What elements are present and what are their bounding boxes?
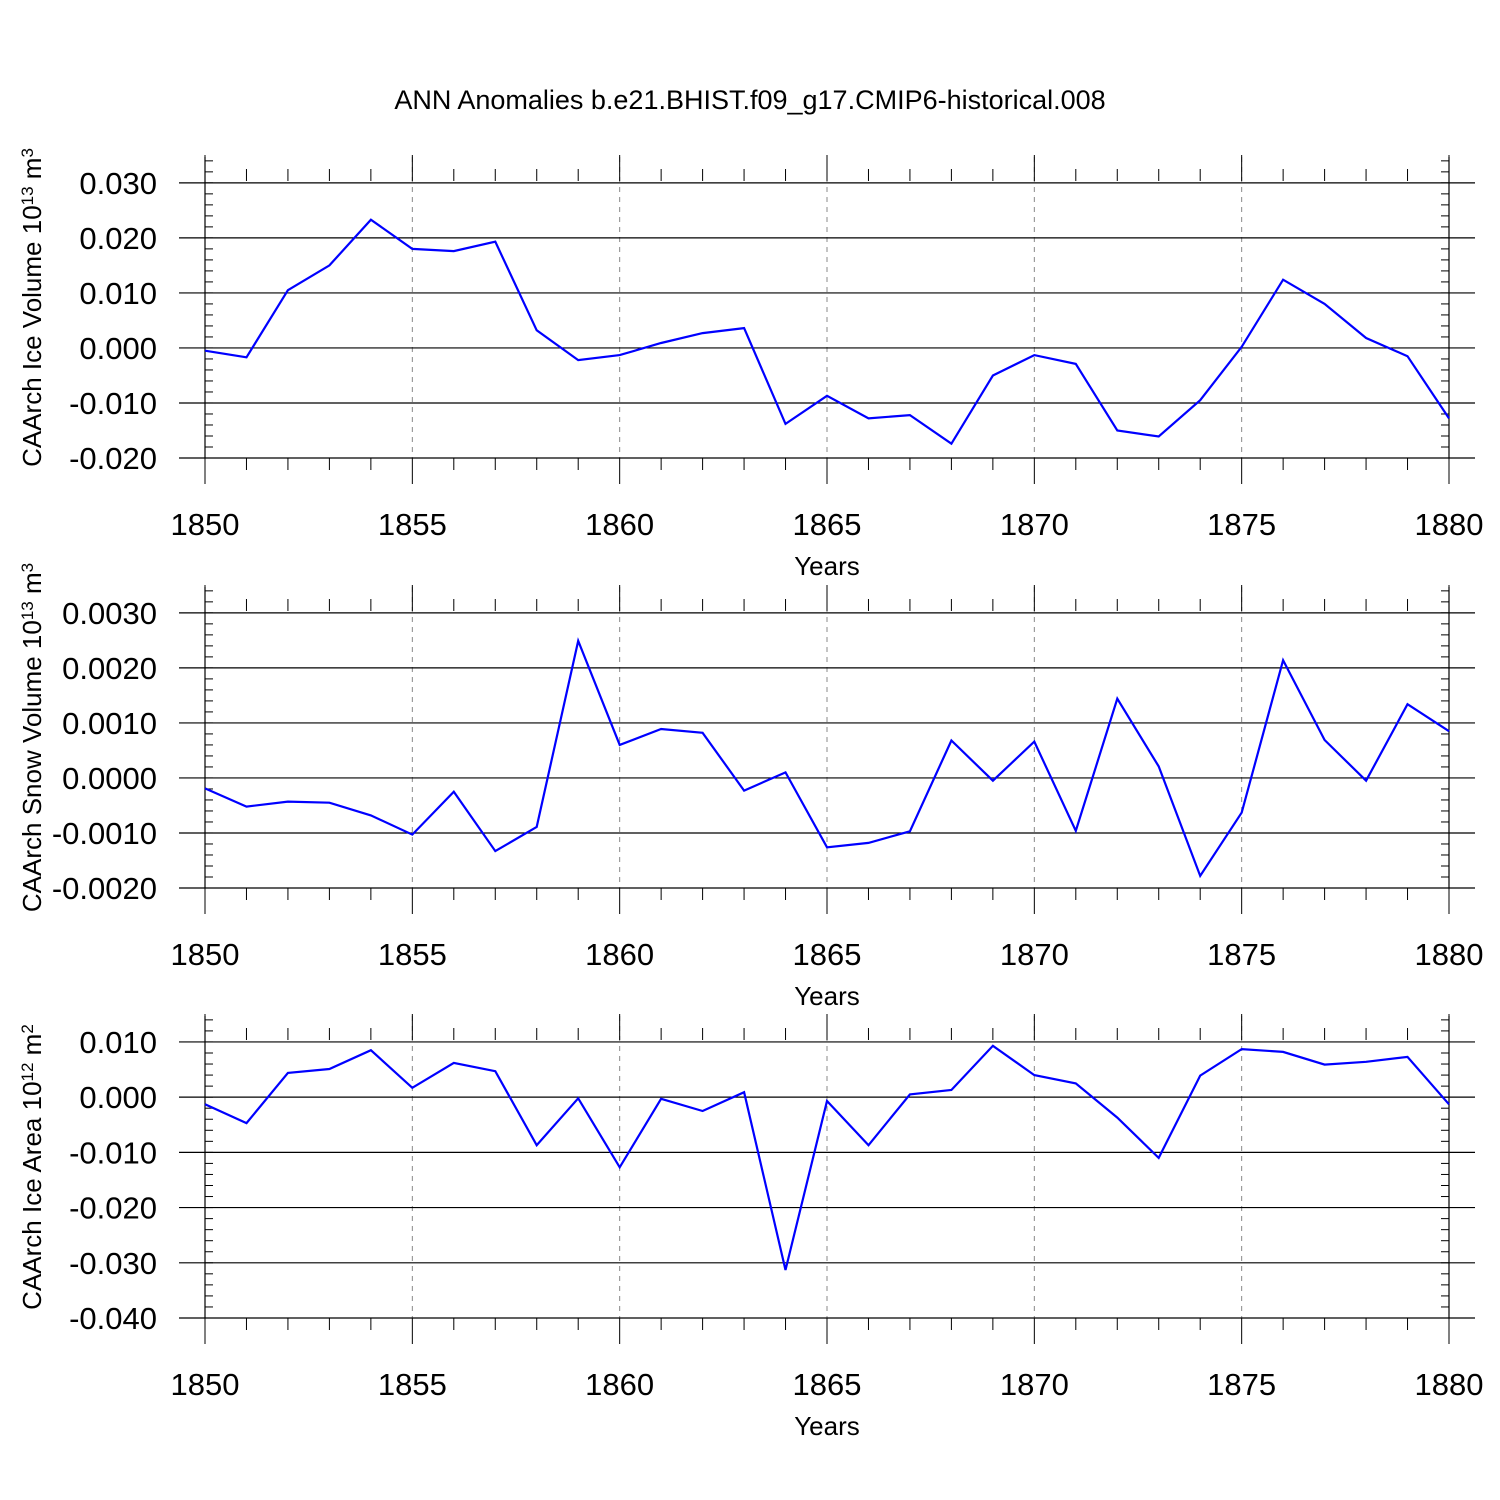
y-axis-label: CAArch Snow Volume 1013 m3 <box>17 563 47 912</box>
x-tick-label: 1865 <box>793 507 862 542</box>
x-tick-label: 1870 <box>1000 507 1069 542</box>
y-axis-label: CAArch Ice Area 1012 m2 <box>17 1024 47 1310</box>
y-tick-label: -0.020 <box>69 1191 157 1226</box>
y-tick-label: 0.0000 <box>62 761 157 796</box>
y-tick-label: 0.000 <box>79 331 157 366</box>
x-tick-label: 1865 <box>793 1367 862 1402</box>
x-tick-label: 1860 <box>585 1367 654 1402</box>
y-tick-label: 0.010 <box>79 1025 157 1060</box>
y-tick-label: -0.0010 <box>52 816 157 851</box>
y-axis-label-superscript: 3 <box>18 563 37 572</box>
y-axis-label-part: CAArch Ice Volume 10 <box>17 205 47 467</box>
x-tick-label: 1850 <box>171 1367 240 1402</box>
y-tick-label: 0.0010 <box>62 706 157 741</box>
y-axis-label-part: m <box>17 572 47 601</box>
y-axis-label-superscript: 13 <box>18 601 37 620</box>
y-tick-label: 0.010 <box>79 276 157 311</box>
y-tick-label: 0.000 <box>79 1080 157 1115</box>
y-axis-label-superscript: 2 <box>18 1024 37 1033</box>
chart-panel-2: -0.0020 -0.0010 0.0000 0.0010 0.0020 0.0030 18… <box>17 563 1483 1011</box>
y-axis-label-superscript: 13 <box>18 186 37 205</box>
y-axis-label-part: CAArch Snow Volume 10 <box>17 620 47 912</box>
y-axis-label-superscript: 3 <box>18 148 37 157</box>
y-axis-label-part: m <box>17 1034 47 1063</box>
y-tick-label: -0.040 <box>69 1301 157 1336</box>
series-line <box>204 637 1450 879</box>
x-tick-label: 1875 <box>1207 937 1276 972</box>
y-tick-label: -0.030 <box>69 1246 157 1281</box>
y-axis-label: CAArch Ice Volume 1013 m3 <box>17 148 47 467</box>
x-tick-label: 1855 <box>378 937 447 972</box>
y-axis-label-part: CAArch Ice Area 10 <box>17 1081 47 1309</box>
x-tick-label: 1865 <box>793 937 862 972</box>
x-tick-label: 1870 <box>1000 1367 1069 1402</box>
x-axis-label: Years <box>794 981 860 1011</box>
y-tick-label: -0.020 <box>69 441 157 476</box>
y-tick-label: 0.0030 <box>62 596 157 631</box>
x-tick-label: 1855 <box>378 507 447 542</box>
chart-panel-3: -0.040 -0.030 -0.020 -0.010 0.000 0.010 1850 18… <box>17 1014 1483 1441</box>
x-tick-label: 1850 <box>171 507 240 542</box>
x-tick-label: 1875 <box>1207 507 1276 542</box>
y-tick-label: -0.0020 <box>52 871 157 906</box>
y-tick-label: 0.030 <box>79 166 157 201</box>
series-line <box>204 218 1450 446</box>
x-tick-label: 1855 <box>378 1367 447 1402</box>
x-tick-label: 1860 <box>585 937 654 972</box>
x-axis-label: Years <box>794 551 860 581</box>
y-axis-label-part: m <box>17 158 47 187</box>
x-tick-label: 1875 <box>1207 1367 1276 1402</box>
figure-title: ANN Anomalies b.e21.BHIST.f09_g17.CMIP6-… <box>394 85 1105 115</box>
x-tick-label: 1880 <box>1415 507 1484 542</box>
y-tick-label: -0.010 <box>69 386 157 421</box>
x-tick-label: 1880 <box>1415 937 1484 972</box>
x-tick-label: 1850 <box>171 937 240 972</box>
y-tick-label: 0.020 <box>79 221 157 256</box>
chart-panel-1: -0.020 -0.010 0.000 0.010 0.020 0.030 1850 1855… <box>17 148 1483 581</box>
y-tick-label: -0.010 <box>69 1135 157 1170</box>
x-tick-label: 1860 <box>585 507 654 542</box>
y-tick-label: 0.0020 <box>62 651 157 686</box>
x-tick-label: 1880 <box>1415 1367 1484 1402</box>
x-axis-label: Years <box>794 1411 860 1441</box>
y-axis-label-superscript: 12 <box>18 1063 37 1082</box>
x-tick-label: 1870 <box>1000 937 1069 972</box>
series-line <box>204 1044 1450 1271</box>
